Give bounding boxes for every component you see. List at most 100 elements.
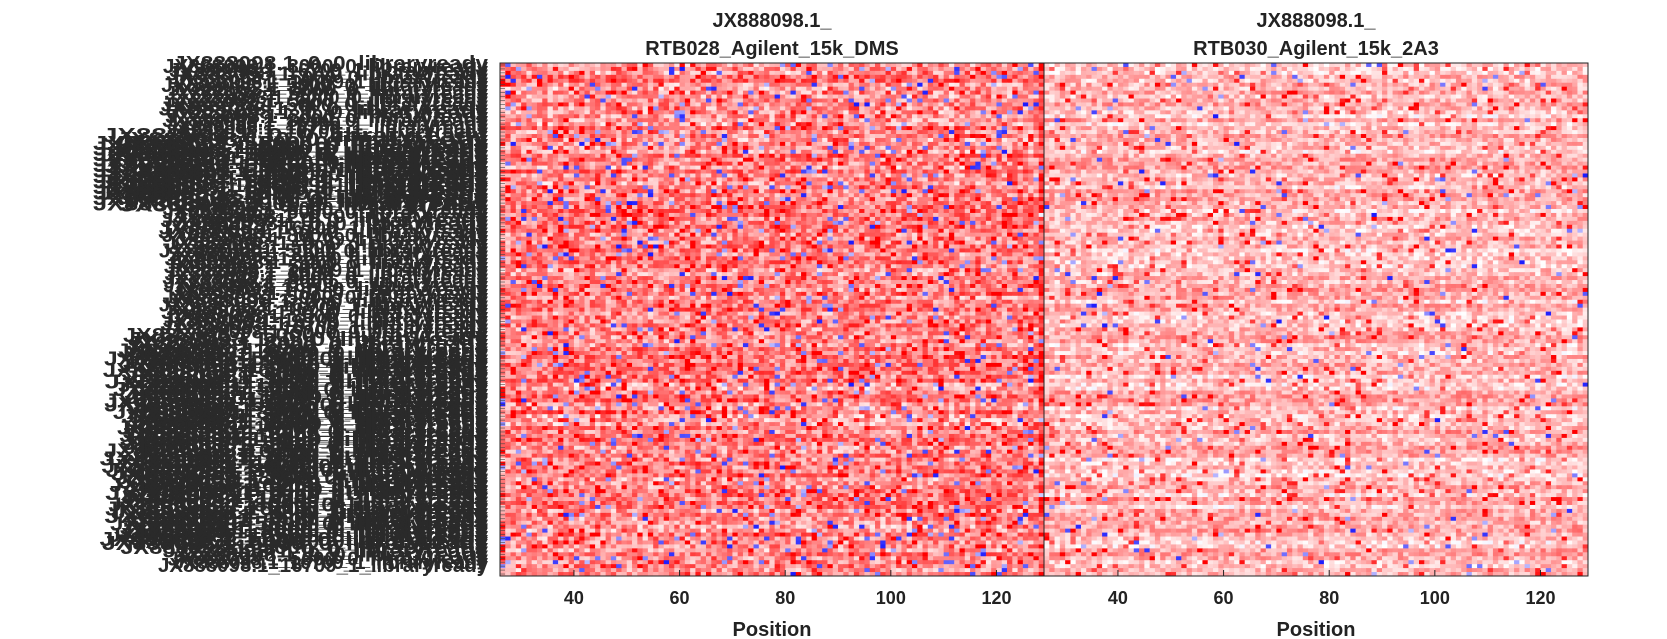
heatmap-cell xyxy=(901,67,907,71)
heatmap-cell xyxy=(680,237,686,241)
heatmap-cell xyxy=(849,221,855,225)
heatmap-cell xyxy=(632,142,638,146)
heatmap-cell xyxy=(1002,221,1008,225)
heatmap-cell xyxy=(669,245,675,249)
heatmap-cell xyxy=(621,99,627,103)
heatmap-cell xyxy=(643,193,649,197)
heatmap-cell xyxy=(785,126,791,130)
heatmap-cell xyxy=(875,95,881,99)
heatmap-cell xyxy=(970,95,976,99)
heatmap-cell xyxy=(537,252,543,256)
heatmap-cell xyxy=(975,154,981,158)
heatmap-cell xyxy=(901,181,907,185)
heatmap-cell xyxy=(521,225,527,229)
heatmap-cell xyxy=(611,63,617,67)
heatmap-cell xyxy=(511,158,517,162)
heatmap-cell xyxy=(1018,241,1024,245)
heatmap-cell xyxy=(759,241,765,245)
heatmap-cell xyxy=(754,173,760,177)
heatmap-cell xyxy=(891,63,897,67)
heatmap-cell xyxy=(653,79,659,83)
heatmap-cell xyxy=(812,95,818,99)
heatmap-cell xyxy=(827,75,833,79)
heatmap-cell xyxy=(505,158,511,162)
heatmap-cell xyxy=(970,241,976,245)
heatmap-cell xyxy=(759,170,765,174)
heatmap-cell xyxy=(748,138,754,142)
heatmap-cell xyxy=(1033,189,1039,193)
heatmap-cell xyxy=(537,91,543,95)
heatmap-cell xyxy=(1018,118,1024,122)
heatmap-cell xyxy=(764,252,770,256)
heatmap-cell xyxy=(923,110,929,114)
heatmap-cell xyxy=(875,102,881,106)
heatmap-cell xyxy=(901,209,907,213)
heatmap-cell xyxy=(806,79,812,83)
heatmap-cell xyxy=(505,217,511,221)
heatmap-cell xyxy=(695,150,701,154)
heatmap-cell xyxy=(632,154,638,158)
heatmap-cell xyxy=(695,154,701,158)
heatmap-cell xyxy=(706,245,712,249)
heatmap-cell xyxy=(843,67,849,71)
heatmap-cell xyxy=(701,248,707,252)
heatmap-cell xyxy=(975,95,981,99)
heatmap-cell xyxy=(579,71,585,75)
heatmap-cell xyxy=(674,83,680,87)
heatmap-cell xyxy=(743,237,749,241)
heatmap-cell xyxy=(637,252,643,256)
heatmap-cell xyxy=(680,146,686,150)
heatmap-cell xyxy=(780,237,786,241)
heatmap-cell xyxy=(907,118,913,122)
heatmap-cell xyxy=(769,213,775,217)
heatmap-cell xyxy=(901,185,907,189)
heatmap-cell xyxy=(933,75,939,79)
heatmap-cell xyxy=(627,138,633,142)
heatmap-cell xyxy=(875,197,881,201)
heatmap-cell xyxy=(981,241,987,245)
heatmap-cell xyxy=(859,79,865,83)
heatmap-cell xyxy=(722,106,728,110)
heatmap-cell xyxy=(812,154,818,158)
heatmap-cell xyxy=(526,170,532,174)
heatmap-cell xyxy=(621,83,627,87)
heatmap-cell xyxy=(764,75,770,79)
heatmap-cell xyxy=(732,122,738,126)
heatmap-cell xyxy=(521,67,527,71)
heatmap-cell xyxy=(996,154,1002,158)
heatmap-cell xyxy=(648,99,654,103)
panel-1-heatmap xyxy=(500,63,1044,576)
heatmap-cell xyxy=(875,79,881,83)
heatmap-cell xyxy=(1023,67,1029,71)
heatmap-cell xyxy=(944,146,950,150)
heatmap-cell xyxy=(1028,134,1034,138)
heatmap-cell xyxy=(996,130,1002,134)
heatmap-cell xyxy=(748,114,754,118)
heatmap-cell xyxy=(653,177,659,181)
heatmap-cell xyxy=(521,237,527,241)
heatmap-cell xyxy=(595,213,601,217)
heatmap-cell xyxy=(611,150,617,154)
heatmap-cell xyxy=(685,110,691,114)
heatmap-cell xyxy=(637,114,643,118)
heatmap-cell xyxy=(569,201,575,205)
heatmap-cell xyxy=(960,248,966,252)
heatmap-cell xyxy=(563,83,569,87)
heatmap-cell xyxy=(812,241,818,245)
heatmap-cell xyxy=(579,209,585,213)
heatmap-cell xyxy=(886,122,892,126)
heatmap-cell xyxy=(996,201,1002,205)
heatmap-cell xyxy=(843,245,849,249)
heatmap-cell xyxy=(822,79,828,83)
heatmap-cell xyxy=(637,181,643,185)
heatmap-cell xyxy=(558,229,564,233)
heatmap-cell xyxy=(748,67,754,71)
heatmap-cell xyxy=(780,185,786,189)
heatmap-cell xyxy=(548,201,554,205)
heatmap-cell xyxy=(542,142,548,146)
heatmap-cell xyxy=(532,217,538,221)
heatmap-cell xyxy=(975,170,981,174)
heatmap-cell xyxy=(648,205,654,209)
heatmap-cell xyxy=(600,63,606,67)
heatmap-cell xyxy=(680,189,686,193)
